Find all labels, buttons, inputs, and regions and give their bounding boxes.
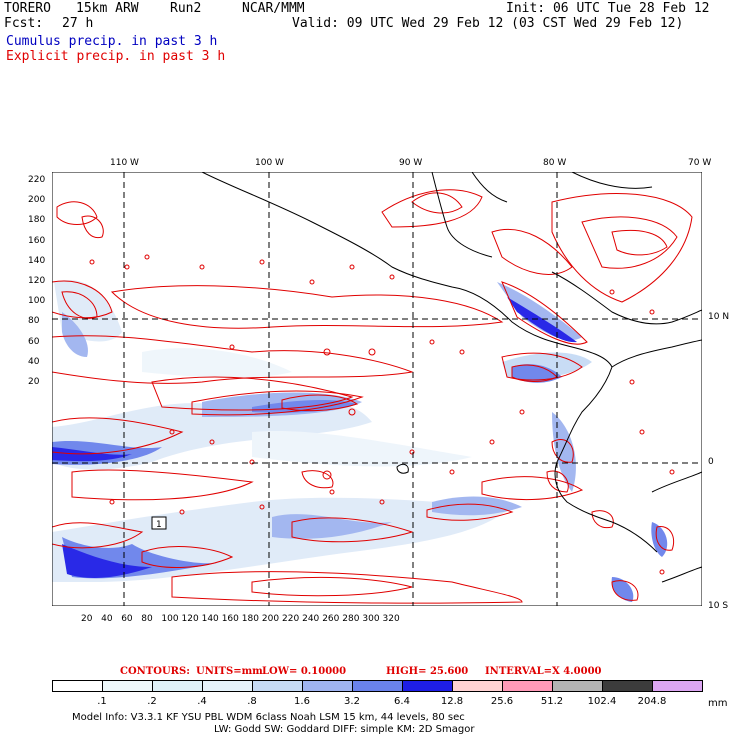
right-tick-label: 0 bbox=[708, 457, 714, 467]
contours-label: CONTOURS: bbox=[120, 666, 190, 677]
bottom-tick-label: 80 bbox=[141, 614, 153, 624]
colorbar-cell bbox=[502, 680, 553, 692]
colorbar-unit: mm bbox=[708, 698, 728, 709]
colorbar-cell bbox=[152, 680, 203, 692]
legend-cumulus: Cumulus precip. in past 3 h bbox=[6, 34, 218, 49]
left-tick-label: 200 bbox=[28, 195, 46, 206]
bottom-tick-label: 260 bbox=[322, 614, 340, 624]
bottom-tick-label: 320 bbox=[382, 614, 400, 624]
legend-explicit: Explicit precip. in past 3 h bbox=[6, 49, 226, 64]
left-tick-label: 100 bbox=[28, 296, 46, 307]
colorbar-cell bbox=[402, 680, 453, 692]
top-tick-label: 90 W bbox=[399, 158, 423, 168]
left-tick-label: 20 bbox=[28, 377, 40, 387]
model-name: TORERO bbox=[4, 1, 51, 16]
precipitation-map: 1 bbox=[52, 172, 702, 606]
colorbar-cell bbox=[652, 680, 703, 692]
bottom-tick-label: 100 bbox=[161, 614, 179, 624]
left-tick-label: 60 bbox=[28, 336, 40, 347]
colorbar-label: 1.6 bbox=[294, 696, 310, 707]
colorbar-cell bbox=[252, 680, 303, 692]
explicit-contours bbox=[52, 189, 693, 604]
bottom-tick-label: 180 bbox=[241, 614, 259, 624]
explicit-cells bbox=[89, 254, 675, 575]
bottom-tick-label: 120 bbox=[181, 614, 199, 624]
contours-high: HIGH= 25.600 bbox=[386, 666, 469, 677]
contours-interval: INTERVAL=X 4.0000 bbox=[485, 666, 602, 677]
colorbar-label: 12.8 bbox=[440, 696, 464, 707]
colorbar-cell bbox=[552, 680, 603, 692]
colorbar-label: 6.4 bbox=[394, 696, 410, 707]
run-label: Run2 bbox=[170, 1, 202, 16]
top-tick-label: 70 W bbox=[688, 158, 712, 168]
contours-units: UNITS=mm bbox=[196, 666, 263, 677]
coastlines bbox=[52, 172, 702, 606]
model-info: Model Info: V3.3.1 KF YSU PBL WDM 6class… bbox=[72, 712, 465, 723]
init-time: Init: 06 UTC Tue 28 Feb 12 bbox=[506, 1, 710, 16]
colorbar-cell bbox=[52, 680, 103, 692]
right-tick-label: 10 S bbox=[708, 601, 729, 611]
colorbar-label: 3.2 bbox=[344, 696, 360, 707]
bottom-tick-label: 220 bbox=[282, 614, 300, 624]
bottom-tick-label: 200 bbox=[261, 614, 280, 624]
left-tick-label: 40 bbox=[28, 356, 40, 367]
colorbar-cell bbox=[452, 680, 503, 692]
resolution-label: 15km ARW bbox=[76, 1, 139, 16]
colorbar-cell bbox=[352, 680, 403, 692]
graticule bbox=[52, 172, 702, 606]
colorbar-label: .2 bbox=[147, 696, 157, 707]
colorbar-label: .4 bbox=[197, 696, 207, 707]
left-tick-label: 180 bbox=[28, 215, 46, 226]
left-tick-label: 160 bbox=[28, 235, 46, 246]
highlight-box bbox=[151, 516, 167, 530]
colorbar-label: 51.2 bbox=[540, 696, 564, 707]
bottom-tick-label: 40 bbox=[101, 614, 113, 624]
left-tick-label: 80 bbox=[28, 316, 40, 327]
bottom-tick-label: 160 bbox=[221, 614, 239, 624]
top-tick-label: 110 W bbox=[110, 158, 139, 168]
highlight-box-label: 1 bbox=[156, 520, 162, 530]
bottom-tick-label: 300 bbox=[362, 614, 380, 624]
colorbar-label: .1 bbox=[97, 696, 107, 707]
colorbar-cell bbox=[102, 680, 153, 692]
left-tick-label: 140 bbox=[28, 255, 46, 266]
forecast-label: Fcst: bbox=[4, 16, 44, 31]
top-tick-label: 100 W bbox=[255, 158, 284, 168]
right-tick-label: 10 N bbox=[708, 312, 730, 322]
left-tick-label: 120 bbox=[28, 276, 46, 286]
forecast-hour: 27 h bbox=[62, 16, 94, 31]
bottom-tick-label: 20 bbox=[81, 614, 93, 624]
colorbar-cell bbox=[202, 680, 253, 692]
top-tick-label: 80 W bbox=[543, 158, 567, 168]
model-physics: LW: Godd SW: Goddard DIFF: simple KM: 2D… bbox=[214, 724, 475, 735]
colorbar-label: 204.8 bbox=[637, 696, 667, 707]
organization-label: NCAR/MMM bbox=[242, 1, 305, 16]
bottom-tick-label: 140 bbox=[201, 614, 219, 624]
bottom-tick-label: 60 bbox=[121, 614, 133, 624]
colorbar-label: .8 bbox=[247, 696, 257, 707]
contours-low: LOW= 0.10000 bbox=[262, 666, 347, 677]
left-tick-label: 220 bbox=[28, 175, 46, 185]
valid-time: Valid: 09 UTC Wed 29 Feb 12 (03 CST Wed … bbox=[292, 16, 684, 31]
colorbar-label: 25.6 bbox=[490, 696, 514, 707]
bottom-tick-label: 240 bbox=[302, 614, 320, 624]
colorbar-label: 102.4 bbox=[587, 696, 617, 707]
colorbar-cell bbox=[602, 680, 653, 692]
bottom-tick-label: 280 bbox=[342, 614, 360, 624]
colorbar-cell bbox=[302, 680, 353, 692]
